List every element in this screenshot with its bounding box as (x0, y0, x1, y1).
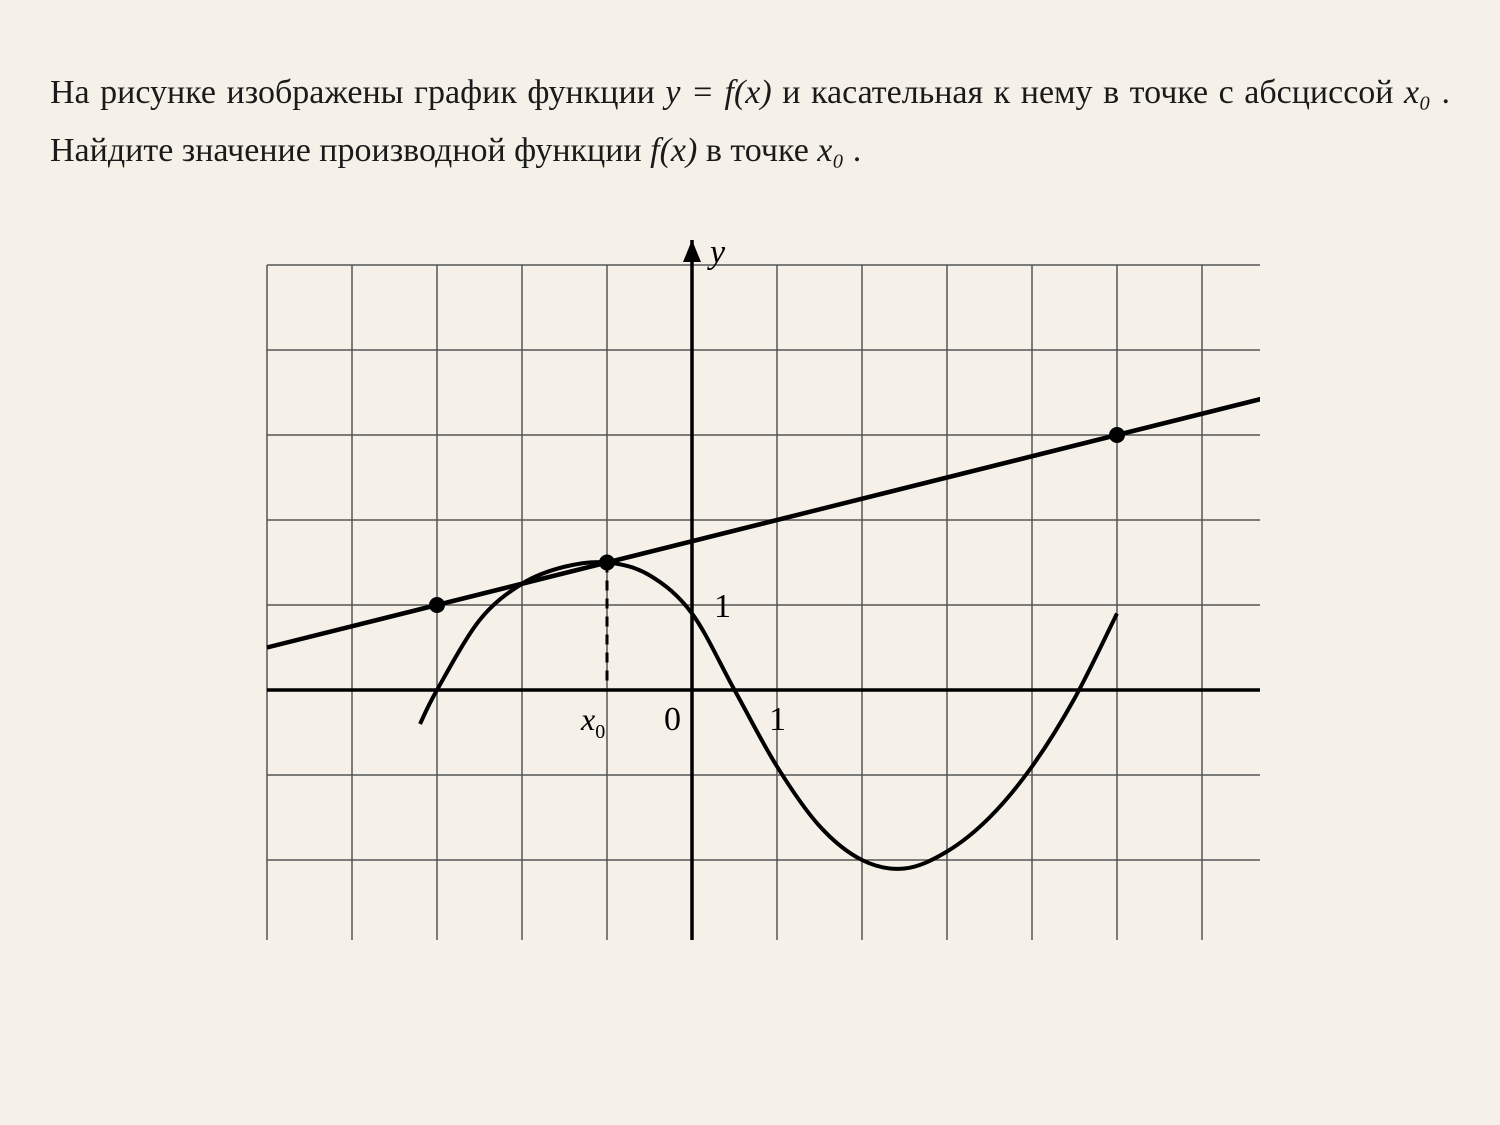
math-fx: f(x) (650, 132, 697, 169)
text-part-5: . (853, 132, 862, 169)
tangent-point-1 (599, 554, 615, 570)
origin-label: 0 (664, 701, 681, 738)
x0-label: x0 (580, 701, 605, 743)
problem-text: На рисунке изображены график функции y =… (50, 64, 1450, 180)
tangent-point-2 (1109, 427, 1125, 443)
axes (267, 240, 1260, 940)
math-y-eq-fx: y = f(x) (665, 74, 771, 111)
chart-container: yx011x0 (50, 220, 1450, 940)
grid (267, 265, 1260, 940)
function-graph-chart: yx011x0 (240, 220, 1260, 940)
text-part-1: На рисунке изображены график функции (50, 74, 665, 111)
text-part-2: и касательная к нему в точке с абсциссой (782, 74, 1404, 111)
x-one-label: 1 (769, 701, 786, 738)
y-one-label: 1 (714, 588, 731, 625)
math-x0-1: x₀ (1404, 74, 1431, 111)
math-x0-2: x₀ (817, 132, 844, 169)
tangent-point-0 (429, 597, 445, 613)
page: На рисунке изображены график функции y =… (0, 0, 1500, 970)
text-part-4: в точке (706, 132, 817, 169)
y-axis-label: y (707, 234, 726, 271)
